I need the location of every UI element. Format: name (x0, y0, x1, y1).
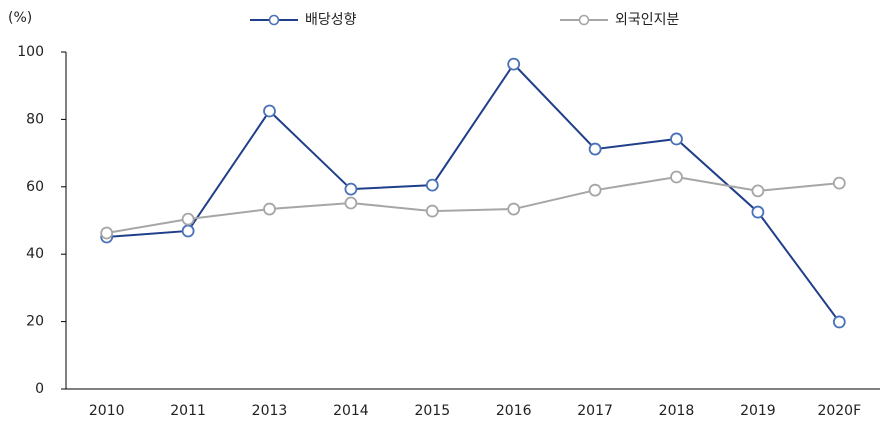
data-point (588, 183, 602, 197)
y-tick-label: 100 (17, 44, 44, 60)
series-line (106, 62, 841, 323)
y-tick-label: 80 (26, 111, 44, 127)
y-tick-label: 0 (35, 381, 44, 397)
x-tick-label: 2010 (89, 403, 125, 419)
x-tick-label: 2011 (170, 403, 206, 419)
data-point (588, 142, 602, 156)
y-tick-label: 60 (26, 179, 44, 195)
data-point (425, 178, 439, 192)
data-point (263, 104, 276, 118)
legend-label: 외국인지분 (615, 12, 680, 28)
y-axis-label: (%) (8, 10, 32, 26)
data-point (832, 315, 846, 329)
x-tick-label: 2018 (659, 403, 695, 419)
data-point (263, 202, 276, 216)
x-tick-label: 2019 (740, 403, 776, 419)
data-point (181, 224, 195, 238)
x-tick-label: 2014 (333, 403, 369, 419)
y-tick-label: 40 (26, 246, 44, 262)
data-point (507, 57, 521, 71)
legend-label: 배당성향 (305, 12, 357, 28)
data-point (181, 212, 195, 226)
y-tick-label: 20 (26, 314, 44, 330)
legend-marker (268, 14, 280, 26)
data-point (507, 202, 521, 216)
x-tick-label: 2013 (252, 403, 288, 419)
data-point (751, 205, 765, 219)
data-point (425, 204, 439, 218)
data-point (344, 182, 358, 196)
data-point (344, 196, 358, 210)
series-line (106, 176, 840, 234)
data-point (670, 170, 683, 184)
legend-marker (578, 14, 590, 26)
data-point (100, 226, 114, 240)
x-tick-label: 2020F (817, 403, 861, 419)
x-tick-label: 2017 (577, 403, 613, 419)
data-point (670, 132, 683, 146)
x-tick-label: 2016 (496, 403, 532, 419)
x-tick-label: 2015 (414, 403, 450, 419)
data-point (751, 184, 765, 198)
data-point (832, 176, 846, 190)
